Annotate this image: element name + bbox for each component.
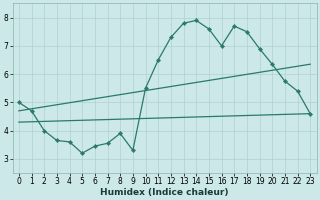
- X-axis label: Humidex (Indice chaleur): Humidex (Indice chaleur): [100, 188, 229, 197]
